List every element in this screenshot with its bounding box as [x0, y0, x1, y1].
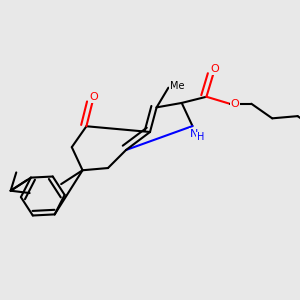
Text: N: N — [190, 129, 198, 139]
Text: O: O — [231, 99, 239, 109]
Text: O: O — [210, 64, 219, 74]
Text: H: H — [197, 132, 204, 142]
Text: O: O — [89, 92, 98, 102]
Text: Me: Me — [169, 81, 184, 91]
